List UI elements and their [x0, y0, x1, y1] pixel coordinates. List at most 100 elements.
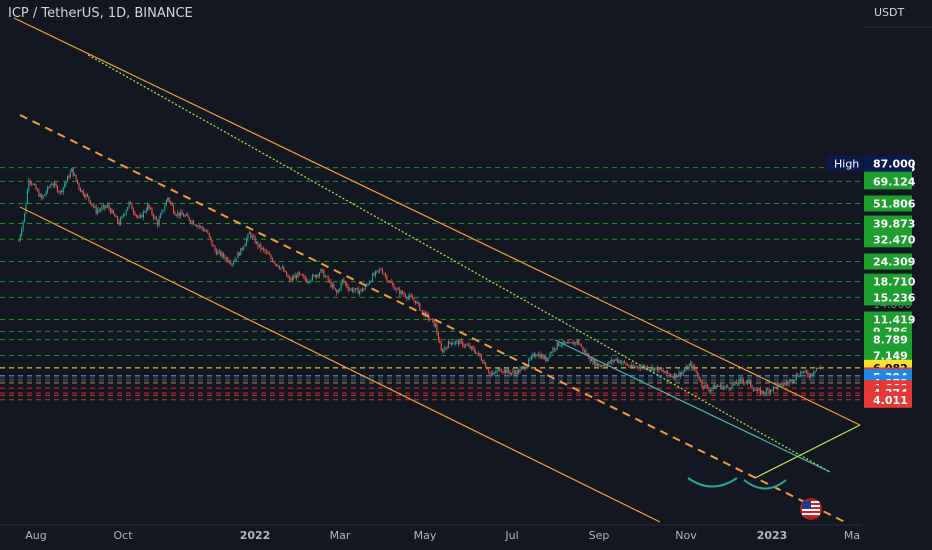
candle-body	[403, 293, 405, 295]
candle-body	[672, 376, 674, 379]
candle-body	[443, 348, 445, 353]
candle-body	[329, 280, 331, 282]
candle-body	[221, 253, 223, 256]
candle-body	[811, 373, 813, 375]
price-label-18-710: 18.710	[864, 273, 916, 290]
candle-body	[200, 226, 202, 228]
candle-body	[369, 281, 371, 285]
candle-body	[741, 378, 743, 381]
candle-body	[586, 354, 588, 356]
symbol-title[interactable]: ICP / TetherUS, 1D, BINANCE	[8, 6, 193, 21]
candle-body	[583, 350, 586, 352]
x-tick-label: Sep	[589, 529, 610, 542]
candle-body	[661, 369, 663, 371]
candle-body	[634, 366, 636, 368]
candle-body	[310, 280, 312, 282]
candle-body	[595, 360, 597, 366]
candle-body	[787, 383, 789, 385]
candle-body	[101, 207, 103, 210]
candle-body	[707, 385, 709, 389]
candle-body	[417, 302, 419, 304]
candle-body	[148, 204, 150, 209]
candle-body	[46, 187, 49, 193]
candle-body	[621, 362, 623, 364]
candle-body	[22, 221, 24, 230]
candle-body	[414, 300, 417, 304]
candle-body	[434, 324, 437, 327]
candle-body	[624, 361, 626, 363]
candle-body	[598, 363, 600, 367]
candle-body	[379, 269, 381, 271]
candle-body	[240, 248, 242, 256]
candle-body	[52, 184, 54, 186]
candle-body	[724, 386, 726, 388]
candle-body	[344, 282, 346, 284]
candle-body	[808, 375, 810, 378]
candle-body	[460, 340, 462, 342]
candle-body	[270, 254, 272, 259]
candle-body	[225, 257, 228, 260]
yellow-trendline	[87, 54, 831, 473]
price-label-32-470: 32.470	[864, 231, 916, 248]
x-tick-label: Jul	[504, 529, 518, 542]
candle-body	[602, 364, 604, 366]
candle-body	[41, 194, 43, 199]
candle-body	[115, 216, 117, 218]
candle-body	[772, 386, 775, 391]
candle-body	[457, 340, 459, 345]
candle-body	[393, 284, 395, 290]
candle-body	[276, 264, 278, 266]
candle-body	[664, 372, 666, 374]
candle-body	[311, 275, 313, 281]
candle-body	[308, 281, 311, 283]
high-value-text: 87.000	[873, 158, 916, 171]
candle-body	[626, 364, 628, 366]
candle-body	[248, 232, 250, 235]
candle-body	[585, 350, 587, 355]
candle-body	[767, 389, 769, 391]
candle-body	[84, 194, 86, 198]
candle-body	[712, 385, 714, 389]
candle-body	[39, 194, 41, 197]
candle-body	[363, 289, 365, 291]
candle-body	[800, 371, 802, 377]
candle-body	[429, 319, 431, 321]
candle-body	[258, 244, 260, 247]
candle-body	[771, 389, 773, 391]
candle-body	[502, 371, 504, 373]
candle-body	[625, 362, 627, 365]
candle-body	[426, 312, 428, 315]
candle-body	[192, 221, 195, 225]
us-flag-icon[interactable]	[800, 498, 822, 520]
candle-body	[111, 210, 113, 213]
candle-body	[307, 281, 309, 283]
candle-body	[211, 239, 213, 246]
candle-body	[797, 374, 799, 377]
candle-body	[59, 190, 61, 193]
candle-body	[198, 225, 200, 227]
candle-body	[465, 344, 467, 347]
candle-body	[553, 348, 555, 350]
candle-body	[384, 274, 386, 276]
candle-body	[770, 389, 772, 393]
candle-body	[571, 342, 573, 344]
candle-body	[681, 372, 683, 376]
candle-body	[790, 379, 792, 382]
candle-body	[538, 354, 540, 356]
candle-body	[817, 367, 819, 369]
candle-body	[599, 365, 601, 367]
candle-body	[45, 192, 47, 195]
candle-body	[44, 194, 46, 196]
candle-body	[321, 268, 323, 271]
candle-body	[331, 284, 333, 287]
candle-body	[489, 372, 491, 374]
price-label-4-011: 4.011	[864, 391, 912, 408]
candle-body	[430, 318, 432, 320]
candle-body	[493, 372, 495, 374]
candle-body	[510, 372, 512, 375]
candle-body	[546, 357, 548, 362]
candle-body	[651, 366, 653, 370]
candle-body	[255, 241, 258, 244]
candle-body	[791, 379, 793, 382]
